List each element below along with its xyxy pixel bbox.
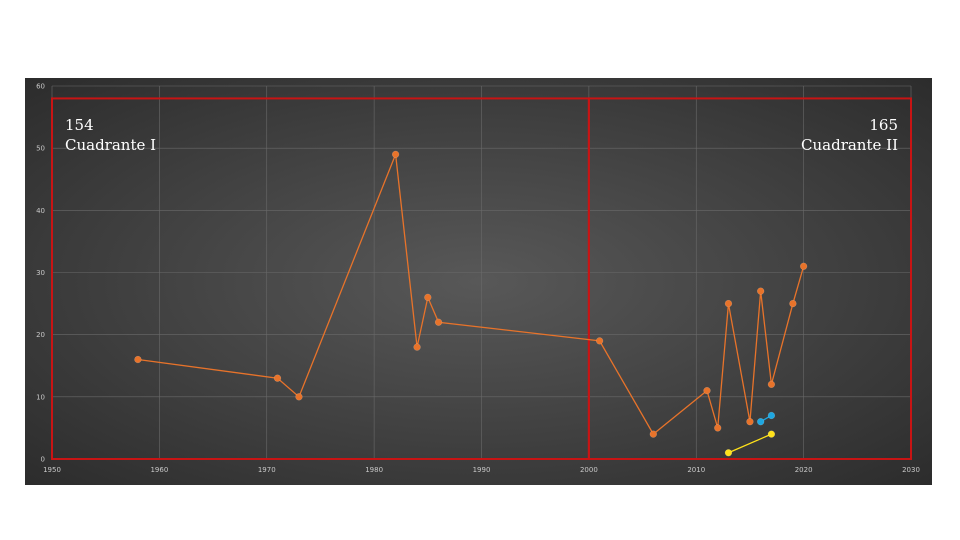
- series-layer: [134, 150, 808, 457]
- series-1-point: [434, 318, 443, 326]
- series-1-point: [649, 430, 657, 438]
- x-tick-label: 2030: [902, 466, 920, 474]
- y-tick-label: 0: [41, 456, 45, 464]
- quadrant-2-count: 165: [869, 116, 898, 134]
- chart-svg: 1950 1960 1970 1980 1990 2000 2010 2020 20300102…: [36, 83, 920, 475]
- series-3-point: [767, 430, 776, 438]
- series-1-point: [134, 355, 142, 364]
- series-1-point: [799, 262, 808, 270]
- quadrant-2-label: Cuadrante II: [801, 136, 898, 154]
- series-3-line: [728, 433, 772, 454]
- quadrant-layer: [51, 97, 912, 461]
- y-tick-label: 20: [36, 331, 45, 339]
- quadrant-2-border: [587, 97, 912, 461]
- y-tick-label: 10: [36, 393, 45, 401]
- x-tick-label: 1960: [150, 466, 168, 474]
- series-1-point: [746, 418, 754, 426]
- series-1-point: [595, 337, 604, 345]
- series-2-point: [757, 418, 765, 426]
- x-tick-label: 2020: [795, 466, 813, 474]
- grid-layer: [51, 85, 912, 460]
- y-tick-label: 50: [36, 145, 45, 153]
- series-1-point: [273, 374, 282, 382]
- y-tick-label: 30: [36, 269, 45, 277]
- series-1-point: [391, 150, 400, 159]
- series-1-point: [703, 386, 711, 395]
- series-1-point: [714, 424, 722, 432]
- series-1-point: [413, 343, 421, 351]
- series-1-point: [295, 393, 303, 401]
- series-1-point: [789, 299, 797, 308]
- axis-layer: 1950 1960 1970 1980 1990 2000 2010 2020 20300102…: [36, 83, 920, 475]
- quadrant-1-count: 154: [65, 116, 94, 134]
- chart-panel: 1950 1960 1970 1980 1990 2000 2010 2020 2030 0 10 2…: [25, 78, 932, 485]
- y-tick-label: 60: [36, 83, 45, 91]
- x-tick-label: 2000: [580, 466, 598, 474]
- x-tick-label: 1950: [43, 466, 61, 474]
- series-1-point: [767, 380, 776, 389]
- series-1-point: [757, 287, 765, 295]
- series-1-point: [424, 293, 432, 302]
- x-tick-label: 1980: [365, 466, 383, 474]
- series-3-point: [724, 449, 733, 457]
- x-tick-label: 1970: [258, 466, 276, 474]
- x-tick-label: 2010: [687, 466, 705, 474]
- y-tick-label: 40: [36, 207, 45, 215]
- series-2-point: [767, 411, 776, 420]
- x-tick-label: 1990: [473, 466, 491, 474]
- series-1-point: [724, 299, 733, 308]
- quadrant-1-label: Cuadrante I: [65, 136, 157, 154]
